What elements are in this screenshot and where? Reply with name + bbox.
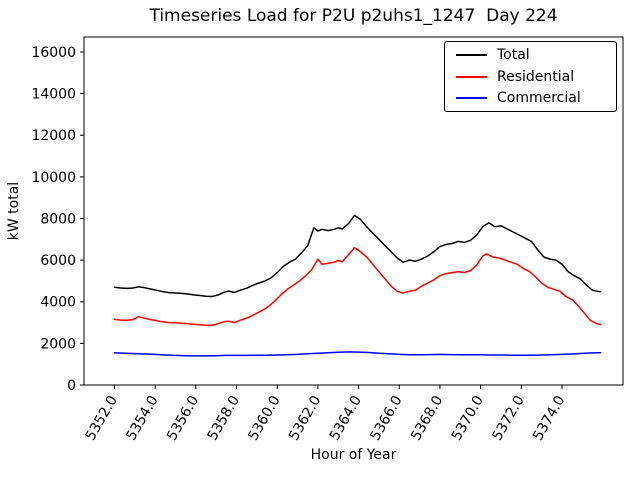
x-tick-label: 5364.0 xyxy=(327,393,365,443)
x-tick-label: 5352.0 xyxy=(83,393,121,443)
y-tick-label: 10000 xyxy=(31,170,76,186)
y-tick-label: 12000 xyxy=(31,128,76,144)
legend-entry-residential: Residential xyxy=(445,67,616,87)
legend-entry-total: Total xyxy=(445,45,616,65)
x-tick-label: 5368.0 xyxy=(408,393,446,443)
axes-frame xyxy=(83,36,624,386)
y-tick-label: 8000 xyxy=(40,211,76,227)
y-tick-label: 14000 xyxy=(31,87,76,103)
total-line-swatch xyxy=(456,54,487,57)
x-tick-label: 5366.0 xyxy=(367,393,405,443)
legend-label-total: Total xyxy=(497,47,530,64)
legend-label-commercial: Commercial xyxy=(497,89,581,106)
series-line-residential xyxy=(113,246,602,327)
x-tick-label: 5372.0 xyxy=(489,393,527,443)
x-tick-label: 5362.0 xyxy=(286,393,324,443)
legend-label-residential: Residential xyxy=(497,68,575,85)
legend: Total Residential Commercial xyxy=(444,41,617,112)
y-tick-label: 4000 xyxy=(40,295,76,311)
x-tick-label: 5360.0 xyxy=(245,393,283,443)
y-tick-label: 16000 xyxy=(31,45,76,61)
x-tick-label: 5354.0 xyxy=(123,393,161,443)
y-tick-label: 0 xyxy=(67,378,76,394)
y-tick-label: 2000 xyxy=(40,336,76,352)
y-tick-label: 6000 xyxy=(40,253,76,269)
legend-entry-commercial: Commercial xyxy=(445,88,616,108)
series-line-total xyxy=(113,214,602,298)
commercial-line-swatch xyxy=(456,96,487,99)
chart-title: Timeseries Load for P2U p2uhs1_1247 Day … xyxy=(149,6,558,26)
residential-line-swatch xyxy=(456,75,487,78)
x-tick-label: 5374.0 xyxy=(530,393,568,443)
x-tick-label: 5370.0 xyxy=(449,393,487,443)
x-tick-label: 5356.0 xyxy=(164,393,202,443)
x-tick-label: 5358.0 xyxy=(205,393,243,443)
x-axis-label: Hour of Year xyxy=(310,447,397,463)
series-line-commercial xyxy=(113,351,602,357)
